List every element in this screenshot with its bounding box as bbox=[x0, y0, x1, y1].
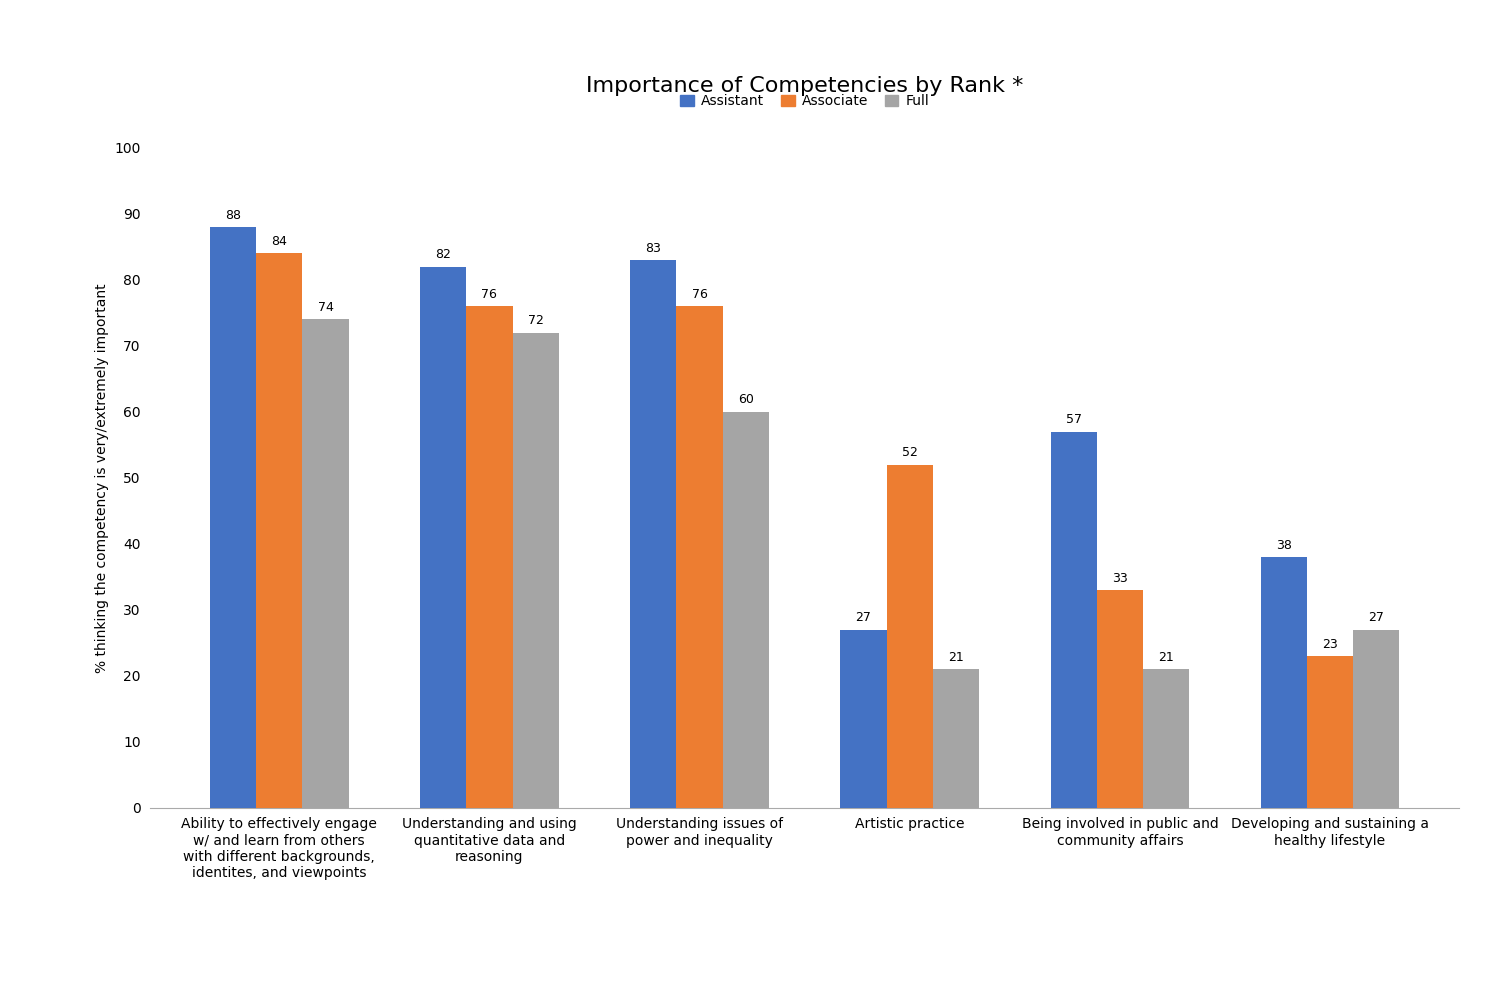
Text: 82: 82 bbox=[435, 248, 451, 261]
Text: 27: 27 bbox=[856, 612, 871, 624]
Bar bbox=[932, 669, 979, 808]
Text: 60: 60 bbox=[738, 393, 754, 407]
Bar bbox=[1096, 590, 1143, 808]
Bar bbox=[1307, 656, 1354, 808]
Legend: Assistant, Associate, Full: Assistant, Associate, Full bbox=[674, 89, 935, 114]
Text: 23: 23 bbox=[1322, 637, 1339, 651]
Text: 21: 21 bbox=[1158, 651, 1175, 664]
Bar bbox=[302, 319, 349, 808]
Bar bbox=[1260, 557, 1307, 808]
Bar bbox=[211, 227, 256, 808]
Text: 72: 72 bbox=[528, 314, 543, 327]
Bar bbox=[256, 253, 302, 808]
Bar bbox=[1050, 431, 1096, 808]
Bar bbox=[513, 333, 559, 808]
Text: 88: 88 bbox=[226, 209, 241, 222]
Text: 33: 33 bbox=[1111, 571, 1128, 585]
Text: 38: 38 bbox=[1275, 539, 1292, 552]
Bar bbox=[723, 412, 769, 808]
Title: Importance of Competencies by Rank *: Importance of Competencies by Rank * bbox=[587, 76, 1023, 97]
Text: 84: 84 bbox=[271, 235, 287, 248]
Bar bbox=[466, 306, 513, 808]
Bar bbox=[420, 267, 466, 808]
Bar bbox=[886, 465, 932, 808]
Text: 27: 27 bbox=[1369, 612, 1384, 624]
Bar bbox=[841, 629, 886, 808]
Bar bbox=[630, 260, 677, 808]
Y-axis label: % thinking the competency is very/extremely important: % thinking the competency is very/extrem… bbox=[95, 283, 108, 673]
Bar bbox=[1354, 629, 1399, 808]
Text: 76: 76 bbox=[481, 288, 498, 300]
Bar bbox=[677, 306, 723, 808]
Bar bbox=[1143, 669, 1190, 808]
Text: 57: 57 bbox=[1066, 414, 1081, 427]
Text: 52: 52 bbox=[902, 446, 917, 459]
Text: 74: 74 bbox=[317, 301, 334, 314]
Text: 21: 21 bbox=[948, 651, 964, 664]
Text: 76: 76 bbox=[692, 288, 707, 300]
Text: 83: 83 bbox=[645, 241, 662, 255]
